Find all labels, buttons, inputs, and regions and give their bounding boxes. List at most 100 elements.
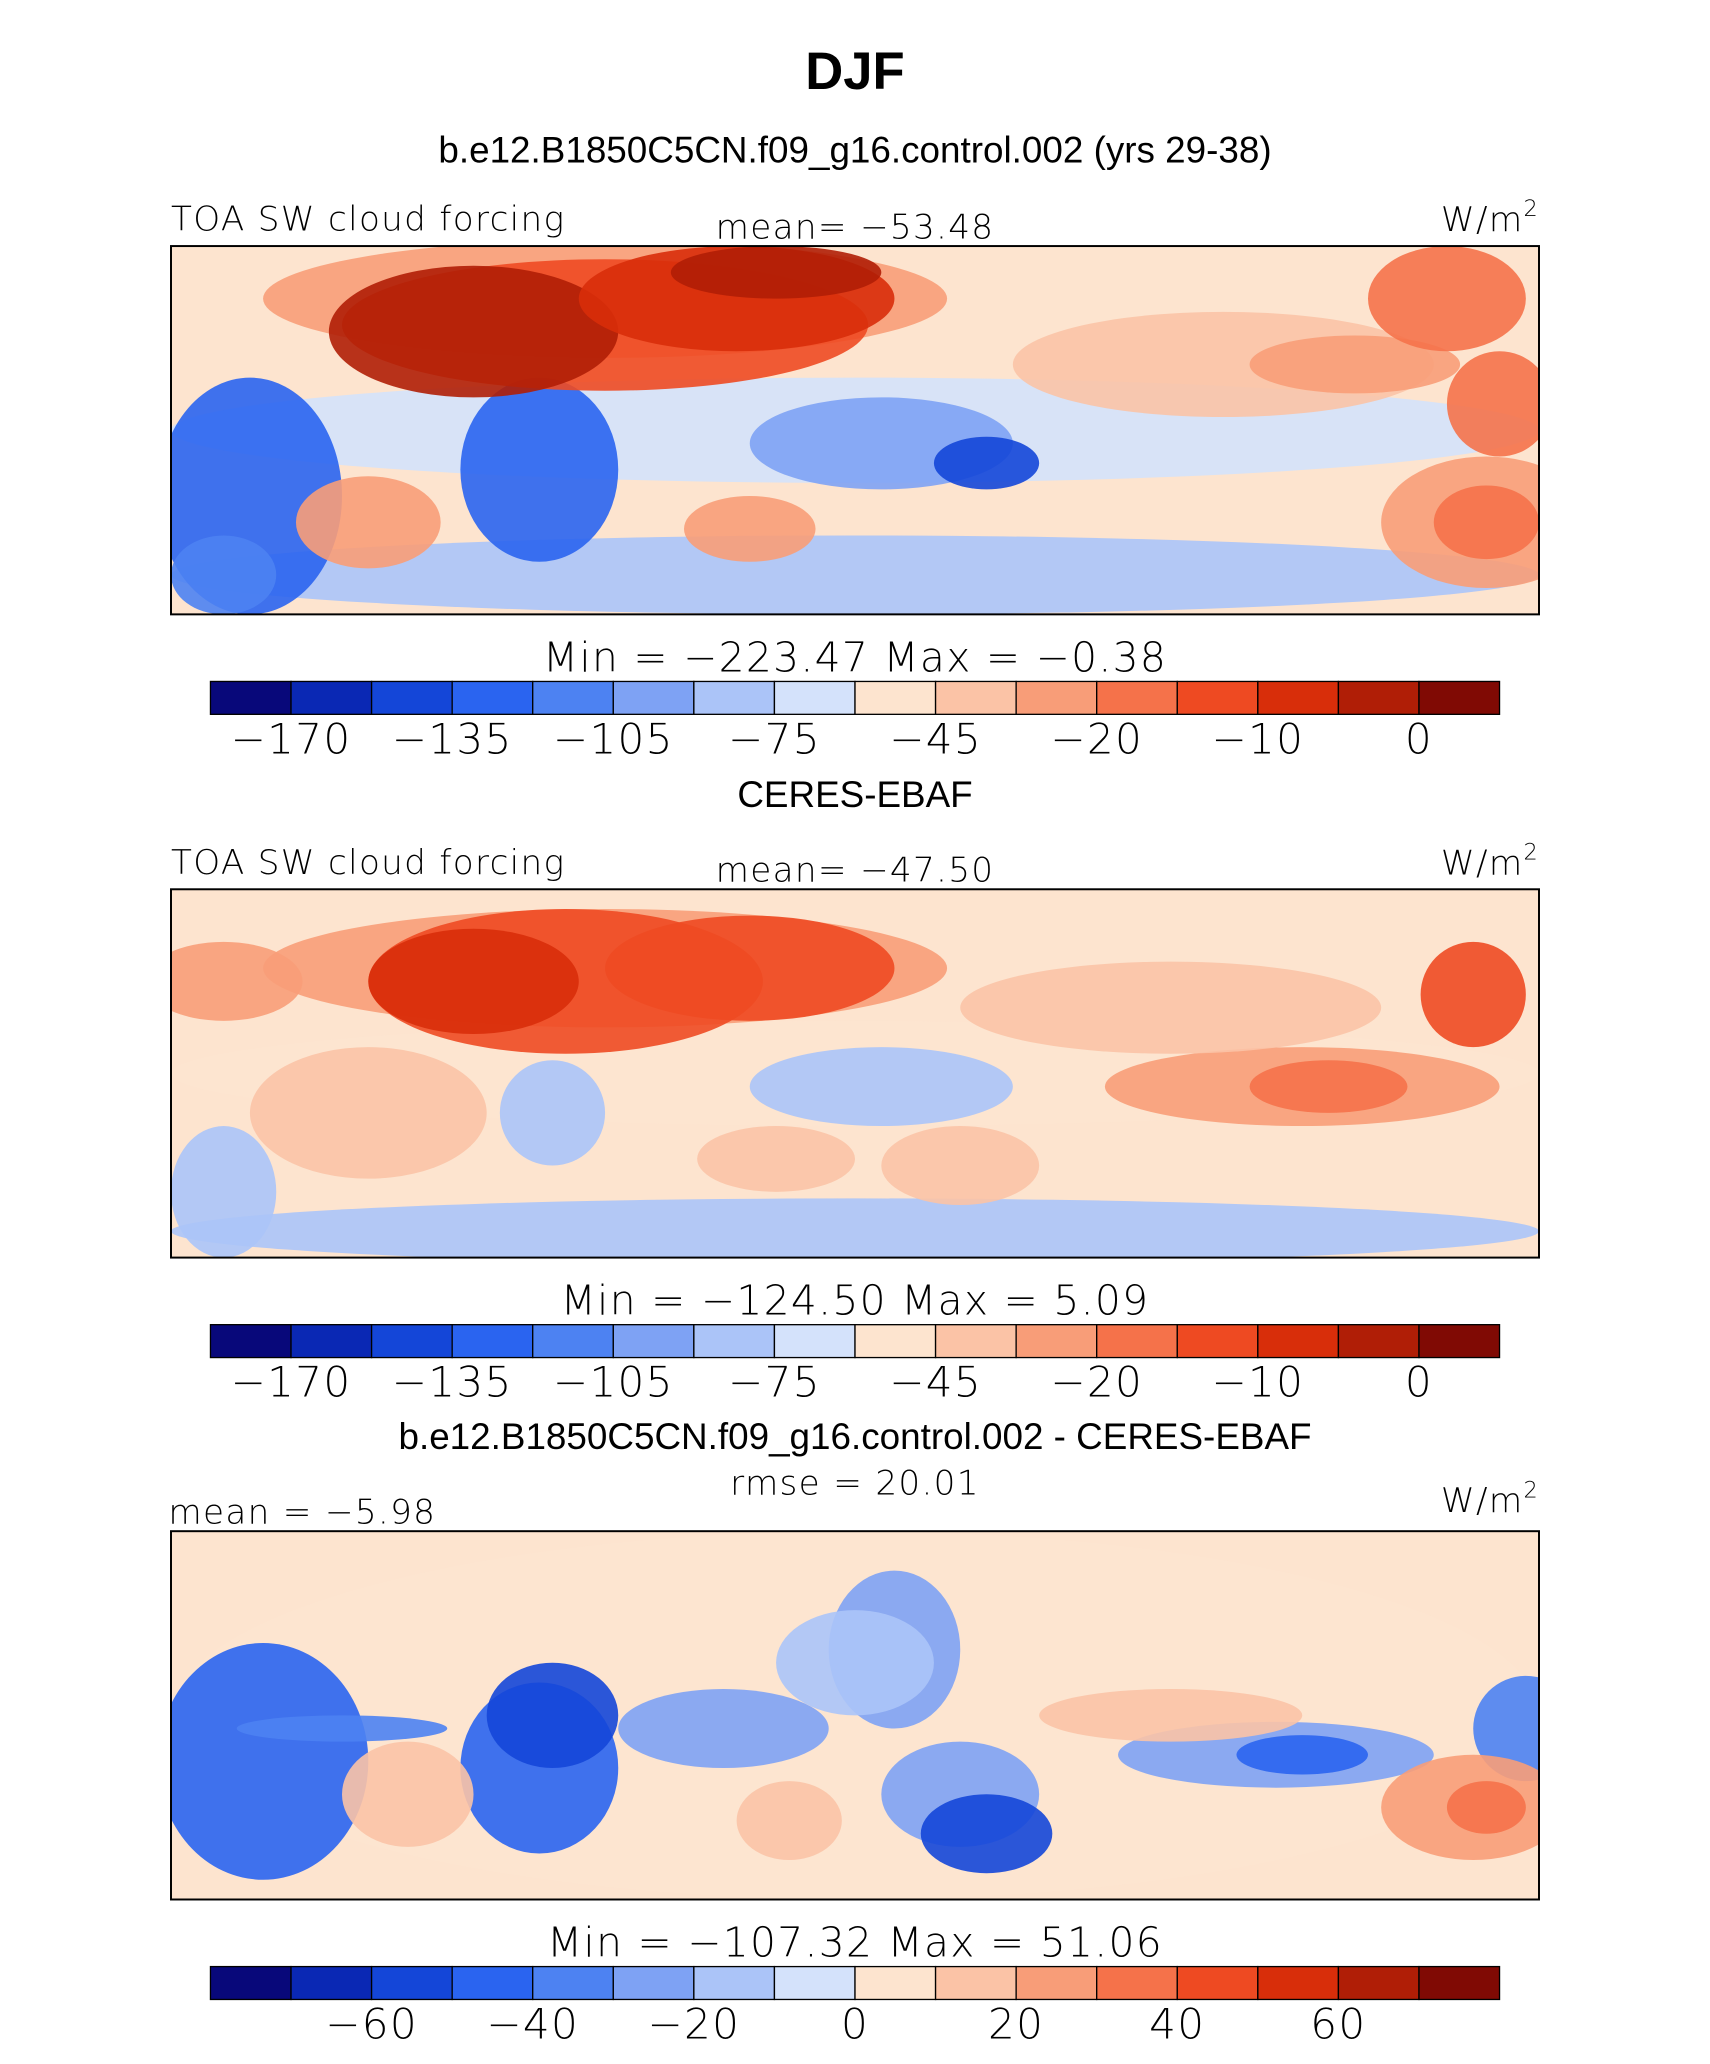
colorbar-stats: Min = −124.50 Max = 5.09 xyxy=(561,1277,1150,1325)
colorbar-tick-label: 0 xyxy=(1405,1358,1433,1407)
panel-left-label: mean = −5.98 xyxy=(168,1493,436,1533)
colorbar-box xyxy=(612,1324,695,1359)
colorbar-box xyxy=(1337,1965,1420,2001)
panel-left-label: TOA SW cloud forcing xyxy=(171,843,565,883)
colorbar-box xyxy=(370,1965,453,2001)
units-sup: 2 xyxy=(1523,839,1539,865)
colorbar-box xyxy=(1176,1324,1259,1359)
map-frame xyxy=(170,1530,1540,1901)
units-base: W/m xyxy=(1441,200,1524,240)
panel: b.e12.B1850C5CN.f09_g16.control.002 - CE… xyxy=(168,1416,1540,2049)
colorbar-box xyxy=(934,1324,1017,1359)
colorbar-box xyxy=(1418,680,1501,715)
colorbar-box xyxy=(1257,1324,1340,1359)
colorbar-tick-label: 60 xyxy=(1310,2000,1366,2049)
colorbar-box xyxy=(1015,680,1098,715)
colorbar-tick-label: −135 xyxy=(392,714,513,763)
colorbar-box xyxy=(451,680,534,715)
colorbar-box xyxy=(773,680,856,715)
colorbar-tick-label: −170 xyxy=(231,714,352,763)
colorbar-stats: Min = −223.47 Max = −0.38 xyxy=(543,633,1167,681)
units: W/m2 xyxy=(1441,1477,1539,1521)
colorbar-tick-label: 0 xyxy=(1405,714,1433,763)
map xyxy=(171,889,1539,1258)
panel-header: CERES-EBAF xyxy=(737,774,972,815)
colorbar-box xyxy=(1176,1965,1259,2001)
colorbar-box xyxy=(1096,1965,1178,2001)
panel-center-label: rmse = 20.01 xyxy=(730,1464,980,1504)
colorbar-box xyxy=(532,1324,614,1359)
colorbar-tick-label: −20 xyxy=(1050,1358,1143,1407)
colorbar-tick-label: −60 xyxy=(325,2000,418,2049)
colorbar-tick-label: 20 xyxy=(988,2000,1044,2049)
colorbar-box xyxy=(290,680,373,715)
colorbar-box xyxy=(209,680,292,715)
colorbar-box xyxy=(1337,1324,1420,1359)
colorbar-box xyxy=(693,680,776,715)
colorbar-box xyxy=(1257,1965,1340,2001)
units: W/m2 xyxy=(1441,196,1539,240)
colorbar-tick-label: −45 xyxy=(889,1358,982,1407)
colorbar-tick-label: −20 xyxy=(1050,714,1143,763)
colorbar-box xyxy=(370,680,453,715)
colorbar-box xyxy=(612,680,695,715)
colorbar-box xyxy=(1015,1965,1098,2001)
colorbar-box xyxy=(693,1965,776,2001)
colorbar-box xyxy=(854,680,937,715)
units-sup: 2 xyxy=(1523,196,1539,222)
colorbar-tick-label: −105 xyxy=(553,1358,674,1407)
map xyxy=(171,1531,1539,1900)
colorbar-box xyxy=(1015,1324,1098,1359)
map-frame xyxy=(170,245,1540,616)
units-base: W/m xyxy=(1441,843,1524,883)
colorbar-box xyxy=(1257,680,1340,715)
colorbar-box xyxy=(1096,1324,1178,1359)
colorbar-tick-label: −10 xyxy=(1211,714,1304,763)
colorbar-tick-label: 40 xyxy=(1149,2000,1205,2049)
panel-header: b.e12.B1850C5CN.f09_g16.control.002 (yrs… xyxy=(438,129,1271,170)
colorbar-tick-label: 0 xyxy=(841,2000,869,2049)
colorbar-tick-label: −135 xyxy=(392,1358,513,1407)
colorbar-box xyxy=(1096,680,1178,715)
colorbar-box xyxy=(209,1324,292,1359)
colorbar-tick-label: −40 xyxy=(486,2000,579,2049)
map xyxy=(171,246,1539,615)
colorbar-box xyxy=(1418,1324,1501,1359)
colorbar-box xyxy=(451,1324,534,1359)
colorbar-box xyxy=(854,1965,937,2001)
colorbar-box xyxy=(934,1965,1017,2001)
panel-center-label: mean= −53.48 xyxy=(716,207,995,247)
colorbar-box xyxy=(693,1324,776,1359)
map-frame xyxy=(170,888,1540,1259)
panel: b.e12.B1850C5CN.f09_g16.control.002 (yrs… xyxy=(170,129,1540,763)
colorbar-stats: Min = −107.32 Max = 51.06 xyxy=(547,1919,1163,1967)
colorbar-tick-label: −75 xyxy=(728,714,821,763)
colorbar-box xyxy=(209,1965,292,2001)
colorbar-box xyxy=(532,680,614,715)
colorbar-box xyxy=(370,1324,453,1359)
colorbar-box xyxy=(934,680,1017,715)
colorbar-tick-label: −105 xyxy=(553,714,674,763)
colorbar-box xyxy=(1176,680,1259,715)
colorbar-box xyxy=(773,1965,856,2001)
colorbar-box xyxy=(1337,680,1420,715)
colorbar-box xyxy=(290,1965,373,2001)
colorbar-tick-label: −10 xyxy=(1211,1358,1304,1407)
panel-header: b.e12.B1850C5CN.f09_g16.control.002 - CE… xyxy=(398,1416,1311,1457)
colorbar-tick-label: −75 xyxy=(728,1358,821,1407)
units-sup: 2 xyxy=(1523,1477,1539,1503)
colorbar-tick-label: −45 xyxy=(889,714,982,763)
colorbar-box xyxy=(773,1324,856,1359)
figure-title: DJF xyxy=(805,42,904,101)
colorbar-box xyxy=(1418,1965,1501,2001)
panel: CERES-EBAF TOA SW cloud forcing mean= −47.… xyxy=(170,774,1540,1407)
units-base: W/m xyxy=(1441,1481,1524,1521)
colorbar-box xyxy=(612,1965,695,2001)
panel-left-label: TOA SW cloud forcing xyxy=(171,200,565,240)
units: W/m2 xyxy=(1441,839,1539,883)
panel-center-label: mean= −47.50 xyxy=(716,851,995,891)
colorbar-box xyxy=(290,1324,373,1359)
colorbar-box xyxy=(451,1965,534,2001)
colorbar-box xyxy=(854,1324,937,1359)
